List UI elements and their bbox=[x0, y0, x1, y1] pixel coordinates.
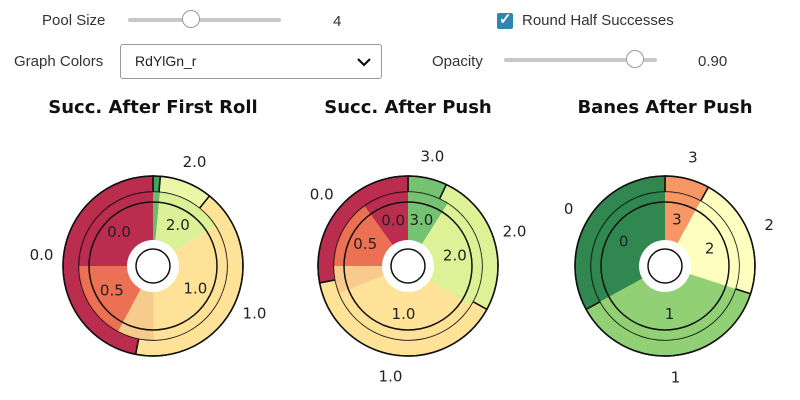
opacity-thumb[interactable] bbox=[625, 50, 644, 68]
outer-wedge-label: 1.0 bbox=[379, 368, 403, 386]
graph-colors-label: Graph Colors bbox=[14, 53, 104, 70]
inner-wedge bbox=[600, 274, 736, 340]
inner-wedge-label: 3.0 bbox=[409, 211, 433, 229]
outer-wedge-label: 2 bbox=[764, 216, 774, 234]
inner-wedge-label: 1 bbox=[665, 305, 675, 323]
inner-wedge bbox=[155, 192, 215, 252]
inner-wedge bbox=[334, 266, 384, 294]
checkmark-icon: ✓ bbox=[499, 11, 512, 28]
outer-wedge-label: 3.0 bbox=[421, 148, 445, 166]
inner-ring-outline bbox=[343, 201, 473, 331]
opacity-value: 0.90 bbox=[698, 53, 728, 70]
donut-hole bbox=[647, 248, 683, 284]
round-half-checkbox[interactable]: ✓ bbox=[497, 11, 513, 29]
outer-wedge-label: 0 bbox=[564, 200, 574, 218]
inner-wedge-label: 0.0 bbox=[107, 223, 131, 241]
outer-ring-outline bbox=[62, 175, 244, 357]
round-half-label[interactable]: Round Half Successes bbox=[522, 12, 674, 29]
inner-wedge bbox=[334, 206, 393, 266]
chart-title: Succ. After First Roll bbox=[48, 97, 257, 118]
outer-wedge-label: 0.0 bbox=[310, 186, 334, 204]
outer-wedge-label: 0.0 bbox=[30, 246, 54, 264]
inner-wedge bbox=[421, 203, 482, 306]
opacity-slider[interactable] bbox=[504, 50, 657, 68]
inner-wedge bbox=[364, 192, 408, 245]
inner-wedge bbox=[591, 192, 665, 302]
pool-size-slider[interactable] bbox=[128, 10, 281, 28]
graph-colors-select[interactable]: RdYlGn_r bbox=[120, 44, 382, 79]
pool-size-label: Pool Size bbox=[42, 12, 106, 29]
donut-hole bbox=[135, 248, 171, 284]
outer-wedge-label: 1.0 bbox=[243, 304, 267, 322]
inner-wedge bbox=[153, 225, 228, 340]
outer-wedge-label: 2.0 bbox=[503, 222, 527, 240]
inner-wedge-label: 0 bbox=[619, 233, 629, 251]
outer-ring-outline bbox=[574, 175, 756, 357]
inner-wedge-label: 2.0 bbox=[443, 247, 467, 265]
chart-title: Succ. After Push bbox=[324, 97, 491, 118]
inner-wedge bbox=[665, 191, 701, 244]
outer-wedge-label: 1 bbox=[671, 369, 681, 387]
pool-size-track bbox=[128, 18, 281, 22]
inner-wedge-label: 0.5 bbox=[100, 282, 124, 300]
inner-wedge bbox=[153, 192, 160, 241]
pool-size-value: 4 bbox=[333, 13, 342, 30]
inner-ring-outline bbox=[88, 201, 218, 331]
chart-title: Banes After Push bbox=[577, 97, 752, 118]
chevron-down-icon bbox=[357, 58, 371, 67]
inner-wedge-label: 0.5 bbox=[353, 235, 377, 253]
inner-wedge-label: 1.0 bbox=[183, 280, 207, 298]
inner-wedge bbox=[408, 192, 448, 245]
inner-wedge-label: 2 bbox=[705, 239, 715, 257]
inner-wedge bbox=[339, 275, 471, 340]
inner-wedge bbox=[118, 288, 154, 341]
inner-wedge-label: 2.0 bbox=[166, 216, 190, 234]
inner-ring-outline bbox=[600, 201, 730, 331]
outer-wedge-label: 2.0 bbox=[183, 153, 207, 171]
inner-wedge-label: 0.0 bbox=[381, 211, 405, 229]
inner-wedge bbox=[79, 192, 153, 266]
pool-size-thumb[interactable] bbox=[182, 10, 200, 28]
graph-colors-value: RdYlGn_r bbox=[135, 53, 197, 69]
outer-ring-outline bbox=[317, 175, 499, 357]
inner-wedge-label: 3 bbox=[672, 211, 682, 229]
opacity-track bbox=[504, 58, 657, 62]
inner-wedge bbox=[79, 266, 141, 332]
inner-wedge bbox=[677, 201, 739, 289]
outer-wedge-label: 3 bbox=[688, 149, 698, 167]
opacity-label: Opacity bbox=[432, 53, 483, 70]
inner-wedge-label: 1.0 bbox=[392, 305, 416, 323]
donut-hole bbox=[390, 248, 426, 284]
